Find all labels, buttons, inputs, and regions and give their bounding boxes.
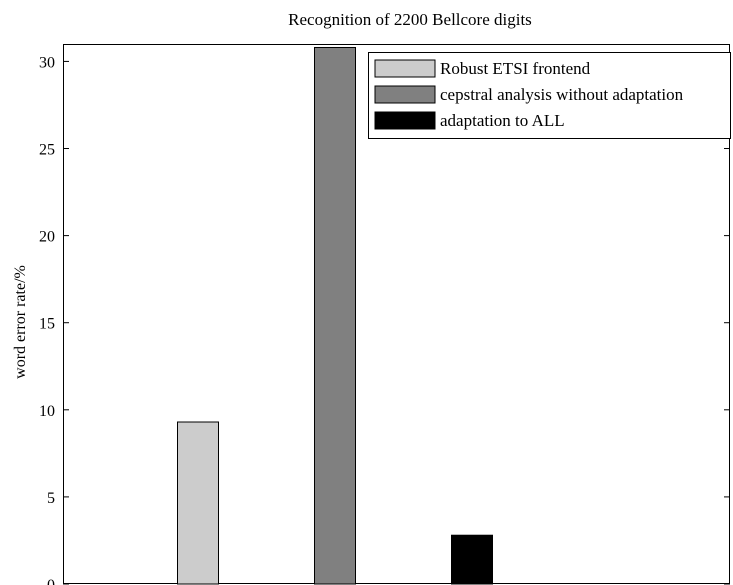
y-tick-label: 15 — [39, 316, 55, 333]
y-axis-label-group: word error rate/% — [12, 265, 29, 379]
legend-swatch-3 — [374, 111, 436, 130]
legend-swatch-1 — [374, 59, 436, 78]
legend-label-3: adaptation to ALL — [440, 111, 565, 130]
y-tick-label: 0 — [47, 577, 55, 585]
y-tick-label: 20 — [39, 229, 55, 246]
chart-title: Recognition of 2200 Bellcore digits — [288, 10, 532, 29]
y-tick-label: 30 — [39, 54, 55, 71]
bars-group — [177, 46, 493, 585]
plot-area-frame — [63, 44, 730, 584]
y-tick-label: 25 — [39, 142, 55, 159]
legend-label-1: Robust ETSI frontend — [440, 59, 591, 78]
y-ticks-group: 0 5 10 15 20 25 30 — [39, 54, 730, 585]
y-tick-label: 5 — [47, 490, 55, 507]
y-axis-label: word error rate/% — [12, 265, 29, 379]
bar-3 — [451, 534, 493, 585]
bar-1 — [177, 421, 219, 585]
legend-label-2: cepstral analysis without adaptation — [440, 85, 684, 104]
bar-2 — [314, 46, 356, 585]
legend: Robust ETSI frontend cepstral analysis wi… — [368, 52, 731, 139]
y-tick-label: 10 — [39, 403, 55, 420]
legend-swatch-2 — [374, 85, 436, 104]
